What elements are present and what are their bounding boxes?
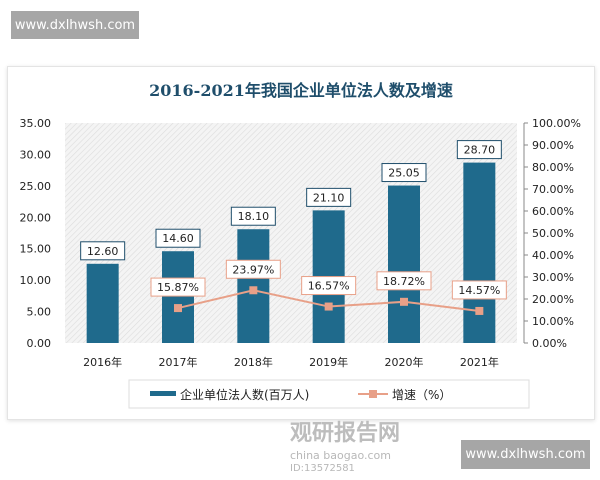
growth-marker	[174, 304, 182, 313]
chart-title: 2016-2021年我国企业单位法人数及增速	[149, 81, 453, 100]
bar-label: 14.60	[162, 232, 194, 245]
y-right-tick: 60.00%	[532, 205, 574, 218]
bar-label: 12.60	[87, 245, 119, 258]
y-left-tick: 0.00	[27, 337, 52, 350]
bar-label-box	[381, 163, 427, 183]
logo-sub: china baogao.com	[290, 449, 391, 462]
watermark-top: www.dxlhwsh.com	[11, 11, 139, 39]
y-left-tick: 30.00	[20, 148, 52, 161]
y-right-tick: 0.00%	[532, 337, 567, 350]
logo-watermark: 观研报告网	[290, 421, 401, 446]
y-left-tick: 5.00	[27, 306, 52, 319]
y-left-tick: 20.00	[20, 211, 52, 224]
bar-label: 18.10	[238, 210, 270, 223]
y-right-tick: 70.00%	[532, 183, 574, 196]
growth-label-box	[376, 271, 432, 291]
chart: 2016-2021年我国企业单位法人数及增速 0.00 5.00 10.00 15.0…	[20, 81, 581, 409]
y-right-tick: 40.00%	[532, 249, 574, 262]
growth-label-box	[225, 259, 281, 279]
y-right-tick: 10.00%	[532, 315, 574, 328]
x-tick: 2018年	[234, 355, 273, 369]
x-tick: 2017年	[159, 355, 198, 369]
legend-bar-label: 企业单位法人数(百万人)	[180, 387, 309, 402]
growth-label: 18.72%	[383, 275, 425, 288]
x-tick: 2020年	[385, 355, 424, 369]
bar	[237, 229, 270, 343]
x-tick: 2021年	[460, 355, 499, 369]
growth-label-box	[451, 280, 507, 300]
bar-label-box	[155, 228, 201, 248]
bar-label-box	[80, 241, 126, 261]
legend-bar-swatch	[150, 391, 176, 396]
y-right-tick: 90.00%	[532, 139, 574, 152]
bar-label-box	[230, 206, 276, 226]
bar-label-box	[456, 140, 502, 160]
x-tick: 2016年	[83, 355, 122, 369]
y-left-tick: 10.00	[20, 274, 52, 287]
x-tick: 2019年	[309, 355, 348, 369]
chart-card: 2016-2021年我国企业单位法人数及增速 0.00 5.00 10.00 15.0…	[7, 66, 595, 420]
logo-id: ID:13572581	[290, 463, 355, 474]
growth-marker	[400, 297, 408, 306]
bar	[86, 263, 119, 343]
growth-label: 16.57%	[308, 280, 350, 293]
legend	[128, 379, 530, 409]
growth-label: 15.87%	[157, 281, 199, 294]
growth-label-box	[150, 277, 206, 297]
bar	[388, 185, 420, 343]
y-right-tick: 30.00%	[532, 271, 574, 284]
plot-area	[65, 123, 517, 343]
legend-line-marker	[369, 390, 377, 398]
growth-marker	[475, 306, 484, 315]
bar-label: 25.05	[388, 167, 420, 180]
growth-label: 23.97%	[232, 263, 274, 276]
growth-label: 14.57%	[458, 284, 500, 297]
y-left-tick: 15.00	[20, 243, 52, 256]
growth-marker	[249, 286, 258, 295]
y-left-tick: 35.00	[20, 117, 52, 130]
growth-label-box	[301, 276, 357, 296]
y-right-tick: 100.00%	[532, 117, 581, 130]
watermark-bottom: www.dxlhwsh.com	[461, 440, 590, 469]
bar-label: 28.70	[464, 144, 496, 157]
bar-label: 21.10	[313, 191, 345, 204]
bar-label-box	[306, 187, 352, 207]
growth-marker	[324, 302, 333, 311]
legend-line-label: 增速（%）	[392, 388, 451, 402]
y-left-tick: 25.00	[20, 180, 52, 193]
bar	[463, 162, 496, 343]
y-right-tick: 20.00%	[532, 293, 574, 306]
y-right-tick: 80.00%	[532, 161, 574, 174]
bar	[162, 251, 194, 343]
y-right-tick: 50.00%	[532, 227, 574, 240]
